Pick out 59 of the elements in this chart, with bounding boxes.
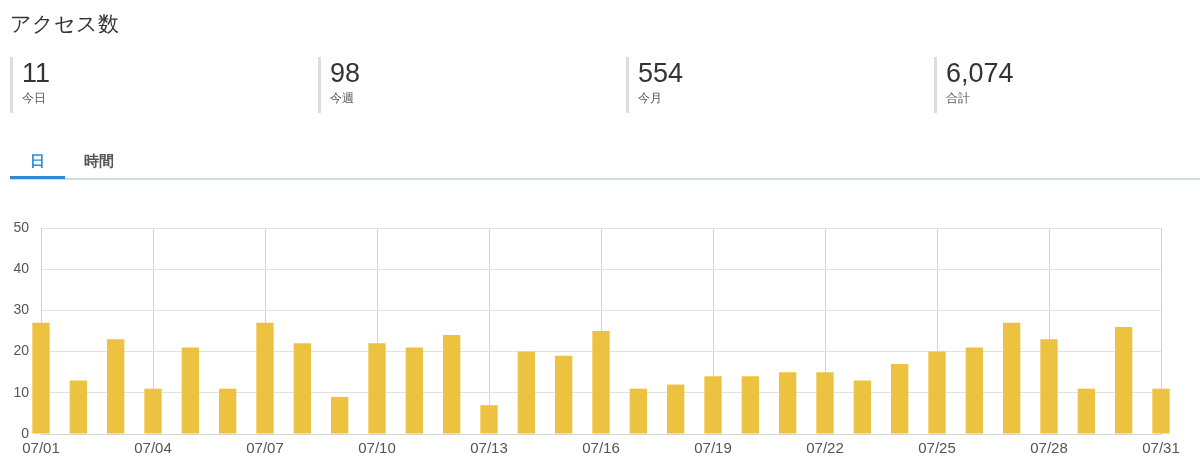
bar [555,355,573,434]
x-tick-label: 07/13 [470,439,508,457]
bar [629,388,647,434]
text: 今週 [330,90,355,107]
text: 今月 [638,90,663,107]
bar [144,388,162,434]
bar [741,376,759,434]
bar [1003,322,1021,434]
bar [219,388,237,434]
bar [779,372,797,434]
text: 時間 [83,151,115,171]
bar [592,331,610,434]
x-tick-label: 07/07 [246,439,284,457]
y-tick-label: 30 [13,301,30,318]
x-tick-label: 07/04 [134,439,172,457]
x-tick-label: 07/01 [22,439,60,457]
x-tick-label: 07/19 [694,439,732,457]
bar [69,380,87,434]
x-tick-label: 07/16 [582,439,620,457]
bar [293,343,311,434]
x-tick-label: 07/28 [1030,439,1068,457]
bar [965,347,983,434]
text: 98 [330,57,362,89]
text: 今日 [22,90,47,107]
x-tick-label: 07/10 [358,439,396,457]
bar [331,396,349,434]
bar [181,347,199,434]
bar [1115,326,1133,434]
bar [517,351,535,434]
bar [928,351,946,434]
y-tick-label: 20 [13,342,30,359]
bar [816,372,834,434]
bar [891,363,909,434]
text: 日 [10,144,65,179]
bar [704,376,722,434]
y-tick-label: 40 [13,260,30,277]
bar [405,347,423,434]
x-tick-label: 07/31 [1142,439,1180,457]
bar [1077,388,1095,434]
bar [667,384,685,434]
bar [1152,388,1170,434]
bar [443,335,461,434]
bar [107,339,125,434]
bar [1040,339,1058,434]
text: 554 [638,57,685,89]
y-tick-label: 0 [21,424,30,441]
y-tick-label: 10 [13,383,30,400]
bar [480,405,498,434]
bar [32,322,50,434]
bar [853,380,871,434]
text: 6,074 [946,57,1015,89]
x-tick-label: 07/25 [918,439,956,457]
bar [256,322,274,434]
y-tick-label: 50 [13,218,30,235]
x-tick-label: 07/22 [806,439,844,457]
text: アクセス数 [10,11,119,37]
text: 合計 [946,90,971,107]
bar [368,343,386,434]
text: 11 [22,57,52,89]
